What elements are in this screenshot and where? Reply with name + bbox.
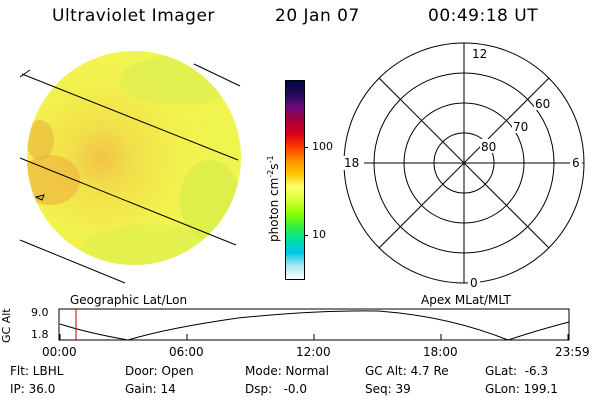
lat-line	[19, 157, 237, 246]
glon-info: GLon: 199.1	[485, 382, 558, 396]
altitude-curve	[59, 310, 570, 341]
flt-info: Flt: LBHL	[10, 364, 64, 378]
altitude-timeline[interactable]	[58, 308, 572, 342]
tick-label-1200: 12:00	[296, 345, 331, 359]
apex-caption: Apex MLat/MLT	[421, 293, 511, 307]
lat-line	[21, 73, 239, 161]
colorbar	[285, 80, 305, 280]
time-label: 00:49:18 UT	[428, 6, 539, 26]
mlt-label-6: 6	[572, 156, 580, 170]
tick-label-0000: 00:00	[42, 345, 77, 359]
gain-info: Gain: 14	[125, 382, 176, 396]
lat-line	[19, 239, 126, 284]
mlt-label-18: 18	[344, 156, 359, 170]
lat-label-80: 80	[481, 140, 496, 154]
mlt-label-12: 12	[472, 47, 487, 61]
dsp-info: Dsp: -0.0	[245, 382, 308, 396]
mlt-label-0: 0	[470, 276, 478, 290]
colorbar-tick-100: 100	[312, 140, 333, 153]
y-max-label: 9.0	[31, 306, 49, 319]
axis-title: GC Alt	[0, 308, 13, 343]
y-min-label: 1.8	[31, 328, 49, 341]
tick-label-2359: 23:59	[555, 345, 590, 359]
colorbar-unit-label: photon cm-2s-1	[266, 155, 281, 242]
tick-label-0600: 06:00	[169, 345, 204, 359]
tick-label-1800: 18:00	[423, 345, 458, 359]
seq-info: Seq: 39	[365, 382, 411, 396]
lat-label-70: 70	[513, 120, 528, 134]
geographic-caption: Geographic Lat/Lon	[70, 293, 188, 307]
app-title: Ultraviolet Imager	[52, 6, 215, 26]
mode-info: Mode: Normal	[245, 364, 329, 378]
lat-label-60: 60	[535, 97, 550, 111]
uv-disk-image	[19, 51, 241, 284]
coastline	[34, 194, 45, 201]
glat-info: GLat: -6.3	[485, 364, 549, 378]
colorbar-tick-10: 10	[312, 228, 326, 241]
ip-info: IP: 36.0	[10, 382, 56, 396]
door-info: Door: Open	[125, 364, 194, 378]
polar-plot: 12 18 6 0 60 70 80	[342, 42, 585, 290]
lat-line	[193, 63, 241, 87]
date-label: 20 Jan 07	[275, 6, 360, 26]
gc-alt-info: GC Alt: 4.7 Re	[365, 364, 449, 378]
